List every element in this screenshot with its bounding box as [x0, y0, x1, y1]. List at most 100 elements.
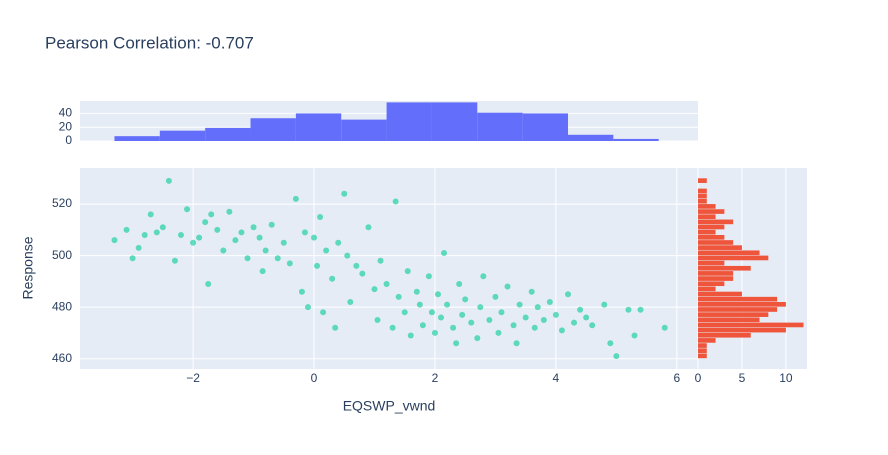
scatter-point — [317, 213, 324, 220]
scatter-point — [583, 314, 590, 321]
histogram-bar — [698, 271, 734, 276]
y-tick-label: 40 — [59, 106, 73, 120]
scatter-point — [416, 301, 423, 308]
histogram-bar — [698, 312, 769, 317]
x-tick-label: 2 — [432, 371, 439, 385]
scatter-point — [383, 280, 390, 287]
histogram-bar — [698, 209, 725, 214]
scatter-point — [280, 239, 287, 246]
scatter-point — [498, 309, 505, 316]
histogram-bar — [698, 240, 734, 245]
histogram-bar — [698, 281, 725, 287]
scatter-point — [531, 324, 538, 331]
scatter-point — [564, 291, 571, 298]
scatter-point — [480, 273, 487, 280]
histogram-bar — [698, 307, 778, 312]
histogram-bar — [698, 224, 725, 230]
x-tick-label: 0 — [695, 371, 702, 385]
histogram-bar — [698, 276, 734, 281]
scatter-point — [528, 288, 535, 295]
histogram-bar — [698, 302, 786, 307]
scatter-point — [522, 314, 529, 321]
histogram-bar — [698, 332, 751, 338]
scatter-point — [177, 232, 184, 238]
scatter-point — [540, 317, 547, 324]
x-tick-label: −2 — [186, 371, 200, 385]
y-tick-label: 500 — [52, 248, 72, 262]
scatter-point — [613, 353, 620, 360]
scatter-point — [202, 219, 209, 226]
scatter-point — [238, 229, 245, 236]
histogram-bar — [698, 198, 707, 204]
histogram-bar — [522, 113, 568, 141]
histogram-bar — [698, 214, 716, 220]
histogram-bar — [386, 102, 432, 141]
scatter-point — [374, 317, 381, 324]
scatter-point — [250, 224, 257, 231]
scatter-point — [111, 237, 118, 244]
scatter-point — [226, 208, 233, 215]
scatter-point — [407, 332, 414, 339]
x-tick-label: 6 — [673, 371, 680, 385]
scatter-point — [577, 306, 584, 313]
scatter-point — [286, 260, 293, 267]
x-tick-label: 4 — [553, 371, 560, 385]
histogram-bar — [698, 229, 716, 235]
scatter-point — [371, 286, 378, 293]
histogram-bar — [698, 265, 751, 271]
scatter-point — [625, 306, 632, 313]
scatter-point — [431, 329, 438, 336]
scatter-point — [220, 247, 227, 254]
scatter-point — [301, 229, 308, 236]
scatter-point — [495, 329, 502, 336]
scatter-point — [232, 237, 239, 244]
scatter-point — [425, 273, 432, 280]
scatter-point — [558, 327, 565, 334]
scatter-point — [214, 226, 221, 233]
chart-title: Pearson Correlation: -0.707 — [45, 33, 254, 52]
scatter-point — [510, 322, 517, 329]
histogram-bar — [205, 127, 251, 141]
scatter-point — [311, 234, 318, 241]
y-tick-label: 20 — [59, 119, 73, 133]
scatter-point — [389, 324, 396, 331]
scatter-point — [292, 195, 299, 202]
scatter-point — [184, 206, 191, 213]
scatter-point — [468, 319, 475, 326]
scatter-point — [492, 293, 499, 300]
scatter-point — [486, 317, 493, 324]
scatter-point — [123, 226, 130, 233]
histogram-bar — [698, 260, 725, 266]
histogram-bar — [698, 204, 716, 209]
histogram-bar — [613, 138, 659, 141]
histogram-bar — [295, 113, 342, 141]
scatter-point — [404, 268, 411, 275]
scatter-point — [546, 299, 553, 305]
scatter-point — [631, 332, 638, 339]
scatter-point — [344, 252, 351, 259]
histogram-bar — [114, 136, 160, 141]
scatter-point — [377, 257, 384, 264]
scatter-point — [147, 211, 154, 218]
y-tick-label: 460 — [52, 351, 72, 365]
scatter-point — [323, 247, 330, 254]
y-tick-label: 520 — [52, 196, 72, 210]
scatter-point — [135, 244, 142, 251]
x-axis-title: EQSWP_vwnd — [343, 398, 436, 414]
histogram-bar — [698, 219, 734, 225]
scatter-point — [298, 288, 305, 295]
scatter-point — [637, 306, 644, 313]
histogram-bar — [698, 250, 760, 256]
scatter-point — [165, 177, 172, 184]
histogram-bar — [431, 102, 478, 141]
scatter-point — [353, 262, 360, 269]
scatter-point — [329, 275, 336, 282]
scatter-point — [428, 309, 435, 316]
scatter-point — [208, 211, 215, 218]
histogram-bar — [341, 119, 387, 141]
scatter-point — [438, 314, 445, 321]
scatter-point — [332, 324, 339, 331]
histogram-bar — [698, 245, 742, 250]
x-tick-label: 0 — [311, 371, 318, 385]
scatter-point — [153, 229, 160, 236]
